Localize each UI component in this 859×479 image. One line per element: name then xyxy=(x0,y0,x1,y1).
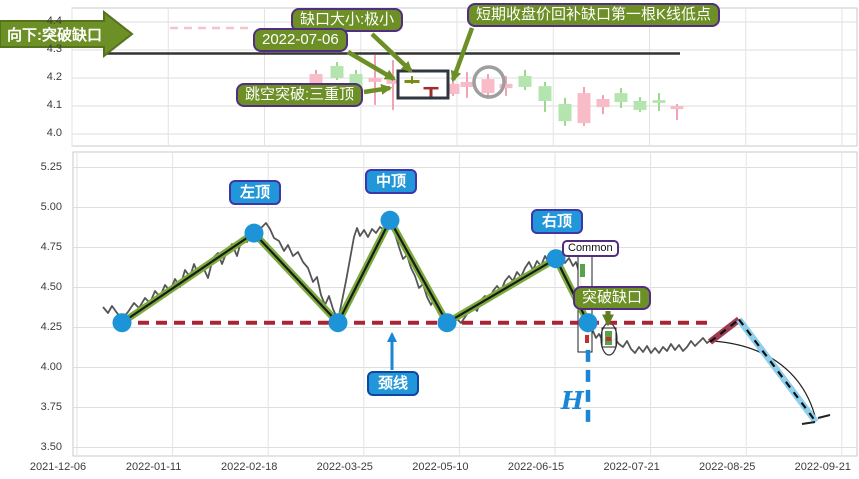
x-tick-label: 2022-06-15 xyxy=(500,461,572,474)
x-tick-label: 2021-12-06 xyxy=(22,461,94,474)
chart-canvas xyxy=(0,0,859,479)
y-tick-label: 5.25 xyxy=(28,161,62,174)
y-tick-label: 4.25 xyxy=(28,321,62,334)
y-tick-label: 3.50 xyxy=(28,441,62,454)
y-tick-label: 4.75 xyxy=(28,241,62,254)
x-tick-label: 2022-07-21 xyxy=(596,461,668,474)
x-tick-label: 2022-01-11 xyxy=(118,461,190,474)
neckline-label: 颈线 xyxy=(367,371,419,396)
y-tick-label: 4.2 xyxy=(28,71,62,84)
x-tick-label: 2022-02-18 xyxy=(213,461,285,474)
left-top-label: 左顶 xyxy=(229,180,281,205)
y-tick-label: 4.00 xyxy=(28,361,62,374)
gap-fill-note-label: 短期收盘价回补缺口第一根K线低点 xyxy=(467,3,720,27)
gap-breakout-pattern-label: 跳空突破:三重顶 xyxy=(236,83,363,107)
x-tick-label: 2022-03-25 xyxy=(309,461,381,474)
y-tick-label: 3.75 xyxy=(28,401,62,414)
common-gap-label: Common xyxy=(562,240,619,257)
breakout-gap-label: 突破缺口 xyxy=(573,286,651,310)
middle-top-label: 中顶 xyxy=(365,169,417,194)
breakout-direction-banner: 向下:突破缺口 xyxy=(7,24,102,45)
y-tick-label: 5.00 xyxy=(28,201,62,214)
y-tick-label: 4.0 xyxy=(28,127,62,140)
chart-page: 4.04.14.24.34.43.503.754.004.254.504.755… xyxy=(0,0,859,479)
right-top-label: 右顶 xyxy=(531,209,583,234)
y-tick-label: 4.50 xyxy=(28,281,62,294)
x-tick-label: 2022-08-25 xyxy=(691,461,763,474)
height-measure-label: H xyxy=(561,386,584,415)
y-tick-label: 4.1 xyxy=(28,99,62,112)
x-tick-label: 2022-05-10 xyxy=(404,461,476,474)
x-tick-label: 2022-09-21 xyxy=(787,461,859,474)
gap-date-label: 2022-07-06 xyxy=(253,28,348,52)
